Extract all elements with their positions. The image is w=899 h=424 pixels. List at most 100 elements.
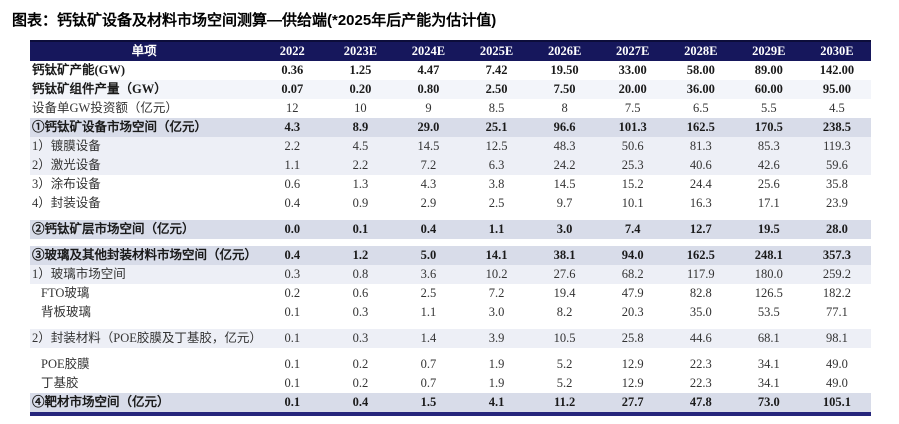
value-cell: 10.1 [621, 196, 644, 210]
value-cell: 24.4 [689, 177, 712, 191]
value-cell: 73.0 [757, 395, 780, 409]
row-label: ②钙钛矿层市场空间（亿元） [32, 222, 195, 236]
value-cell: 94.0 [621, 248, 644, 262]
value-cell: 85.3 [757, 139, 780, 153]
value-cell: 0.1 [284, 305, 301, 319]
value-cell: 259.2 [822, 267, 851, 281]
value-cell: 0.3 [352, 305, 369, 319]
column-header-year: 2022 [279, 44, 305, 58]
value-cell: 33.00 [618, 63, 647, 77]
value-cell: 34.1 [757, 376, 780, 390]
row-label: 背板玻璃 [41, 305, 92, 319]
row-label: 钙钛矿组件产量（GW） [32, 82, 167, 96]
row-label: 1）玻璃市场空间 [32, 267, 126, 281]
value-cell: 68.1 [757, 331, 780, 345]
value-cell: 35.0 [689, 305, 712, 319]
column-header-year: 2026E [547, 44, 582, 58]
value-cell: 68.2 [621, 267, 644, 281]
value-cell: 0.9 [352, 196, 369, 210]
value-cell: 4.3 [420, 177, 437, 191]
value-cell: 19.4 [553, 286, 576, 300]
value-cell: 27.6 [553, 267, 576, 281]
value-cell: 12.9 [621, 376, 644, 390]
value-cell: 2.2 [284, 139, 301, 153]
spacer-row [30, 348, 871, 355]
row-label: ③玻璃及其他封装材料市场空间（亿元） [32, 248, 258, 262]
value-cell: 1.1 [488, 222, 505, 236]
value-cell: 4.1 [488, 395, 505, 409]
value-cell: 10.2 [485, 267, 508, 281]
table-row: ④靶材市场空间（亿元） 0.1 0.4 1.5 4.1 11.2 27.7 47.8 73.0 1… [30, 393, 871, 414]
table-row: 1）玻璃市场空间 0.3 0.8 3.6 10.2 27.6 68.2 117.9 180.0 2… [30, 265, 871, 284]
row-label: 1）镀膜设备 [32, 139, 101, 153]
table-row: 4）封装设备 0.4 0.9 2.9 2.5 9.7 10.1 16.3 17.1 23.9 [30, 194, 871, 213]
column-header-year: 2025E [479, 44, 514, 58]
value-cell: 0.0 [284, 222, 301, 236]
value-cell: 0.7 [420, 376, 437, 390]
value-cell: 96.6 [553, 120, 576, 134]
value-cell: 7.2 [420, 158, 437, 172]
value-cell: 95.00 [822, 82, 851, 96]
value-cell: 7.50 [553, 82, 576, 96]
value-cell: 49.0 [826, 357, 848, 371]
page-title: 图表：钙钛矿设备及材料市场空间测算—供给端(*2025年后产能为估计值) [12, 12, 497, 29]
value-cell: 20.00 [618, 82, 647, 96]
value-cell: 0.6 [284, 177, 301, 191]
spacer-row [30, 322, 871, 329]
value-cell: 1.2 [352, 248, 369, 262]
value-cell: 36.00 [686, 82, 715, 96]
value-cell: 1.9 [488, 357, 505, 371]
row-label: 设备单GW投资额（亿元） [32, 101, 178, 115]
row-label: ④靶材市场空间（亿元） [32, 395, 170, 409]
value-cell: 44.6 [689, 331, 712, 345]
row-label: 4）封装设备 [32, 196, 101, 210]
value-cell: 117.9 [686, 267, 715, 281]
value-cell: 12.5 [485, 139, 508, 153]
value-cell: 25.8 [621, 331, 644, 345]
table-row: ②钙钛矿层市场空间（亿元） 0.0 0.1 0.4 1.1 3.0 7.4 12.7 19.5 2… [30, 220, 871, 239]
column-header-year: 2023E [343, 44, 378, 58]
value-cell: 15.2 [621, 177, 644, 191]
value-cell: 170.5 [754, 120, 783, 134]
value-cell: 59.6 [826, 158, 848, 172]
row-label: ①钙钛矿设备市场空间（亿元） [32, 120, 208, 134]
spacer-cell [30, 239, 871, 246]
value-cell: 22.3 [689, 376, 712, 390]
value-cell: 9.7 [556, 196, 573, 210]
value-cell: 0.4 [284, 248, 301, 262]
value-cell: 28.0 [826, 222, 848, 236]
spacer-row [30, 239, 871, 246]
value-cell: 8.2 [556, 305, 573, 319]
value-cell: 126.5 [754, 286, 783, 300]
value-cell: 0.1 [284, 376, 301, 390]
value-cell: 20.3 [621, 305, 644, 319]
value-cell: 10 [354, 101, 367, 115]
table-row: 2）激光设备 1.1 2.2 7.2 6.3 24.2 25.3 40.6 42.6 59.6 [30, 156, 871, 175]
value-cell: 0.1 [284, 395, 301, 409]
value-cell: 3.6 [420, 267, 437, 281]
value-cell: 238.5 [822, 120, 851, 134]
value-cell: 12 [286, 101, 299, 115]
value-cell: 25.3 [621, 158, 644, 172]
value-cell: 0.3 [352, 331, 369, 345]
value-cell: 0.3 [284, 267, 301, 281]
row-label: POE胶膜 [41, 357, 90, 371]
spacer-cell [30, 322, 871, 329]
value-cell: 25.6 [757, 177, 780, 191]
value-cell: 17.1 [757, 196, 780, 210]
value-cell: 5.0 [420, 248, 437, 262]
row-label: 2）激光设备 [32, 158, 101, 172]
market-table: 单项 2022 2023E 2024E 2025E 2026E 2027E 2028E 2029… [30, 40, 871, 416]
column-header-year: 2028E [684, 44, 718, 58]
value-cell: 0.8 [352, 267, 369, 281]
table-row: 2）封装材料（POE胶膜及丁基胶，亿元） 0.1 0.3 1.4 3.9 10.5 25.8… [30, 329, 871, 348]
value-cell: 50.6 [621, 139, 644, 153]
value-cell: 0.1 [284, 357, 301, 371]
column-header-item: 单项 [131, 44, 157, 58]
value-cell: 248.1 [754, 248, 783, 262]
value-cell: 9 [425, 101, 432, 115]
value-cell: 182.2 [822, 286, 851, 300]
value-cell: 162.5 [686, 248, 715, 262]
value-cell: 7.42 [485, 63, 508, 77]
value-cell: 60.00 [754, 82, 783, 96]
